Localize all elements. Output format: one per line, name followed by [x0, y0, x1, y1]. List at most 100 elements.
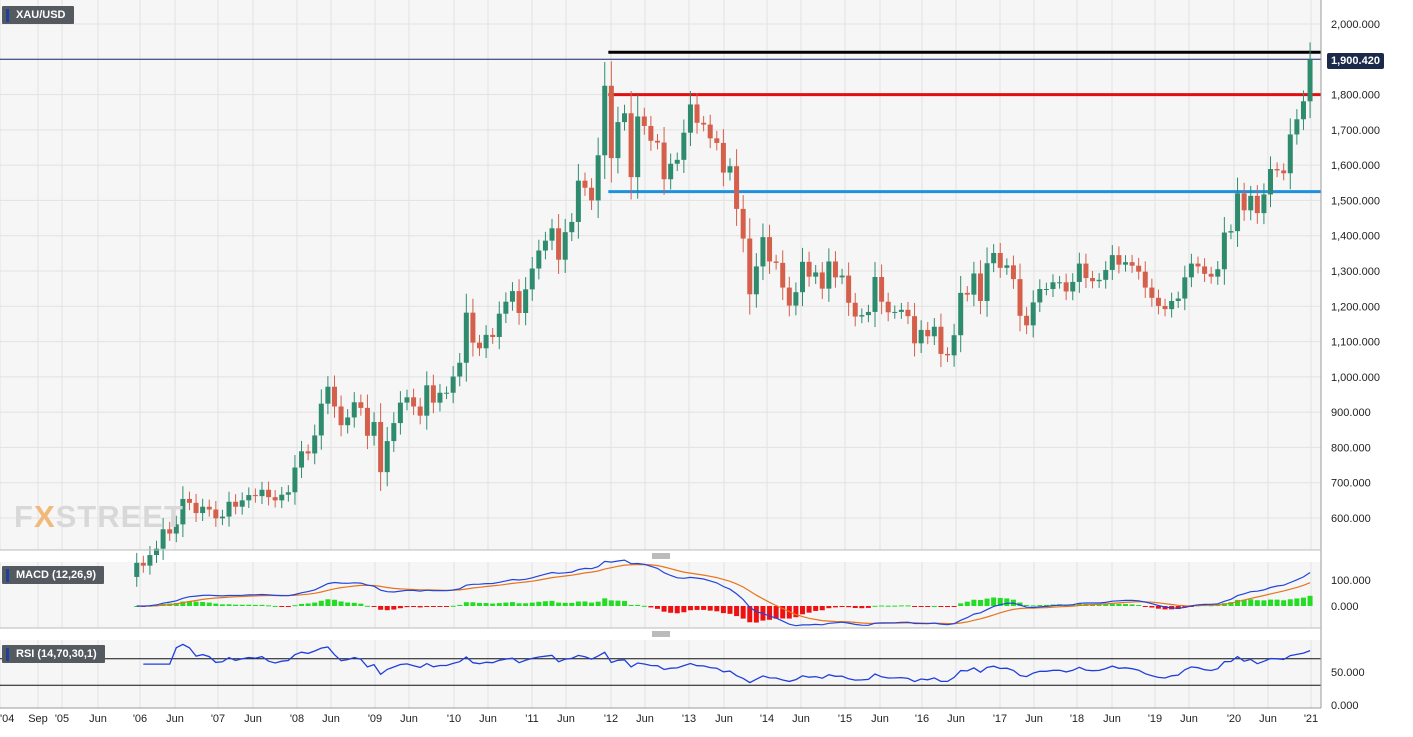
main-plot-bg [0, 0, 1321, 550]
candle-body [879, 276, 885, 302]
macd-label[interactable]: MACD (12,26,9) [2, 566, 105, 584]
macd-histogram-bar [977, 600, 983, 606]
macd-histogram-bar [615, 600, 621, 606]
symbol-text: XAU/USD [16, 9, 66, 21]
macd-histogram-bar [450, 605, 456, 607]
macd-histogram-bar [351, 602, 357, 606]
candle-body [912, 316, 918, 344]
candle-body [582, 180, 588, 188]
candle-body [318, 403, 324, 436]
macd-histogram-bar [865, 606, 871, 608]
x-tick-label: '17 [993, 713, 1007, 725]
macd-histogram-bar [542, 601, 548, 606]
macd-histogram-bar [1149, 606, 1155, 608]
x-tick-label: '18 [1070, 713, 1084, 725]
macd-histogram-bar [252, 604, 258, 606]
macd-histogram-bar [971, 599, 977, 606]
candle-body [1208, 273, 1214, 277]
candle-body [1182, 277, 1188, 299]
macd-histogram-bar [951, 606, 957, 607]
x-tick-label: '20 [1227, 713, 1241, 725]
candle-body [272, 497, 278, 501]
macd-histogram-bar [714, 606, 720, 612]
y-tick-label: 1,300.000 [1331, 266, 1380, 278]
macd-histogram-bar [918, 606, 924, 607]
macd-histogram-bar [266, 605, 272, 607]
macd-histogram-bar [799, 606, 805, 615]
candle-body [984, 263, 990, 301]
candle-body [345, 417, 351, 426]
candle-body [430, 385, 436, 403]
candle-body [872, 276, 878, 312]
macd-histogram-bar [1248, 599, 1254, 606]
macd-histogram-bar [958, 603, 964, 606]
candle-body [1043, 288, 1049, 290]
macd-series [134, 559, 1313, 627]
candle-body [819, 272, 825, 289]
candle-body [727, 166, 733, 173]
candle-body [305, 451, 311, 454]
candle-body [556, 228, 562, 260]
candle-body [595, 155, 601, 201]
candle-body [773, 261, 779, 263]
macd-histogram-bar [345, 602, 351, 606]
candle-body [780, 262, 786, 288]
candle-body [997, 253, 1003, 268]
candle-body [167, 529, 173, 534]
x-tick-label: '21 [1304, 713, 1318, 725]
candle-body [338, 406, 344, 426]
macd-histogram-bar [819, 606, 825, 611]
rsi-label[interactable]: RSI (14,70,30,1) [2, 645, 105, 663]
candle-body [898, 309, 904, 312]
macd-histogram-bar [391, 606, 397, 610]
x-tick-label: '09 [368, 713, 382, 725]
macd-histogram-bar [964, 601, 970, 606]
x-tick-label: '12 [604, 713, 618, 725]
candle-body [200, 506, 206, 514]
macd-histogram-bar [529, 602, 535, 606]
candle-body [945, 353, 951, 356]
macd-histogram-bar [437, 606, 443, 607]
macd-histogram-bar [569, 602, 575, 606]
candle-body [767, 237, 773, 262]
macd-histogram-bar [984, 598, 990, 606]
candle-body [589, 187, 595, 201]
macd-histogram-bar [747, 606, 753, 623]
candle-body [549, 228, 555, 241]
candle-body [226, 501, 232, 517]
candle-body [622, 113, 628, 123]
candle-body [786, 287, 792, 306]
candle-body [1030, 302, 1036, 326]
macd-plot-bg [0, 562, 1321, 628]
candle-body [331, 386, 337, 407]
macd-histogram-bar [879, 605, 885, 607]
macd-histogram-bar [582, 601, 588, 606]
candle-body [1090, 278, 1096, 282]
candle-body [799, 261, 805, 293]
candle-body [1268, 169, 1274, 195]
macd-histogram-bar [1116, 603, 1122, 606]
candle-body [925, 329, 931, 337]
symbol-label[interactable]: XAU/USD [2, 6, 74, 24]
candle-body [1096, 279, 1102, 282]
macd-histogram-bar [219, 604, 225, 606]
candle-body [1169, 300, 1175, 310]
candle-body [793, 292, 799, 306]
macd-histogram-bar [1043, 604, 1049, 606]
candle-body [1228, 231, 1234, 233]
candle-body [852, 302, 858, 317]
candle-body [885, 301, 891, 313]
macd-histogram-bar [1274, 599, 1280, 606]
y-tick-label: 900.000 [1331, 407, 1371, 419]
macd-histogram-bar [1287, 599, 1293, 606]
candle-body [1300, 101, 1306, 120]
candle-body [687, 104, 693, 133]
x-tick-label: Jun [871, 713, 889, 725]
macd-histogram-bar [1281, 600, 1287, 606]
candle-body [259, 489, 265, 497]
candle-body [509, 291, 515, 302]
macd-histogram-bar [246, 604, 252, 606]
candle-body [1248, 195, 1254, 211]
candle-body [411, 397, 417, 407]
